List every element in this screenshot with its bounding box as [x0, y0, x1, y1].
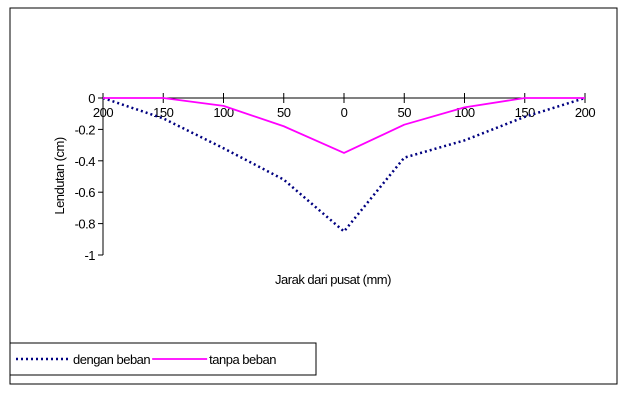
y-tick-label: -0.2	[75, 122, 96, 137]
series-line	[102, 96, 586, 233]
y-tick-label: -0.6	[75, 185, 96, 200]
x-tick-label: 200	[93, 105, 113, 120]
y-axis-label: Lendutan (cm)	[52, 137, 67, 214]
x-tick-label: 50	[398, 105, 412, 120]
y-tick-label: 0	[88, 91, 95, 106]
x-tick-label: 0	[341, 105, 348, 120]
x-tick-label: 150	[153, 105, 173, 120]
series-line	[103, 97, 585, 154]
y-tick-label: -0.8	[75, 217, 96, 232]
x-tick-label: 200	[575, 105, 595, 120]
legend-label: dengan beban	[73, 352, 150, 367]
chart-frame	[9, 7, 618, 385]
legend-label: tanpa beban	[209, 352, 276, 367]
y-tick-label: -0.4	[75, 154, 96, 169]
x-tick-label: 50	[277, 105, 291, 120]
x-axis-label: Jarak dari pusat (mm)	[275, 272, 391, 287]
y-tick-label: -1	[84, 248, 95, 263]
x-tick-label: 100	[213, 105, 233, 120]
